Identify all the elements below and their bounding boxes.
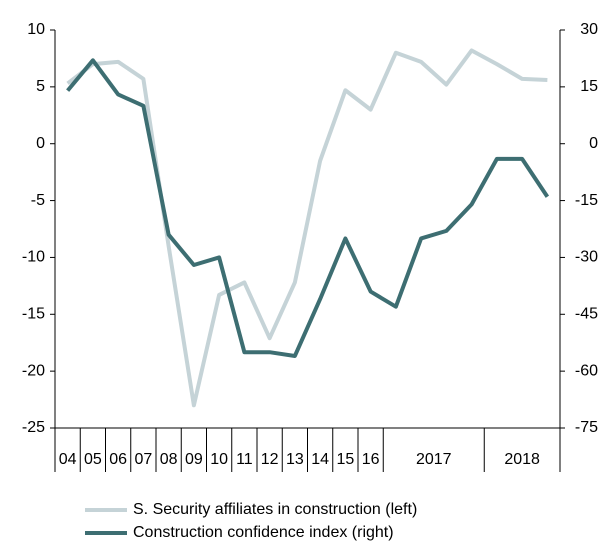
x-tick-label: 07 [134, 451, 152, 468]
line-series [66, 48, 548, 408]
x-tick-label: 10 [210, 451, 228, 468]
x-tick-label: 11 [236, 451, 253, 468]
y-tick-label: -5 [31, 192, 45, 209]
legend-label: Construction confidence index (right) [133, 524, 394, 541]
line-series [66, 58, 550, 358]
y2-tick-label: 15 [580, 78, 598, 95]
y-tick-label: 10 [27, 21, 45, 38]
x-tick-label: 2018 [504, 451, 540, 468]
x-tick-label: 09 [185, 451, 203, 468]
y2-tick-label: -15 [575, 192, 598, 209]
y-tick-label: -15 [22, 306, 45, 323]
x-tick-label: 08 [160, 451, 178, 468]
x-tick-label: 05 [84, 451, 102, 468]
x-tick-label: 12 [261, 451, 279, 468]
y2-tick-label: 0 [589, 135, 598, 152]
y2-tick-label: -60 [575, 362, 598, 379]
x-tick-label: 06 [109, 451, 127, 468]
x-tick-label: 13 [286, 451, 304, 468]
y-tick-label: -25 [22, 419, 45, 436]
y-tick-label: -10 [22, 249, 45, 266]
y2-tick-label: 30 [580, 21, 598, 38]
legend-label: S. Security affiliates in construction (… [133, 501, 417, 518]
y2-tick-label: -45 [575, 306, 598, 323]
y2-tick-label: -75 [575, 419, 598, 436]
x-tick-label: 2017 [416, 451, 452, 468]
x-tick-label: 16 [362, 451, 380, 468]
y-tick-label: 0 [36, 135, 45, 152]
x-tick-label: 15 [336, 451, 354, 468]
y2-tick-label: -30 [575, 249, 598, 266]
x-tick-label: 14 [311, 451, 329, 468]
x-tick-label: 04 [59, 451, 77, 468]
y-tick-label: -20 [22, 362, 45, 379]
y-tick-label: 5 [36, 78, 45, 95]
